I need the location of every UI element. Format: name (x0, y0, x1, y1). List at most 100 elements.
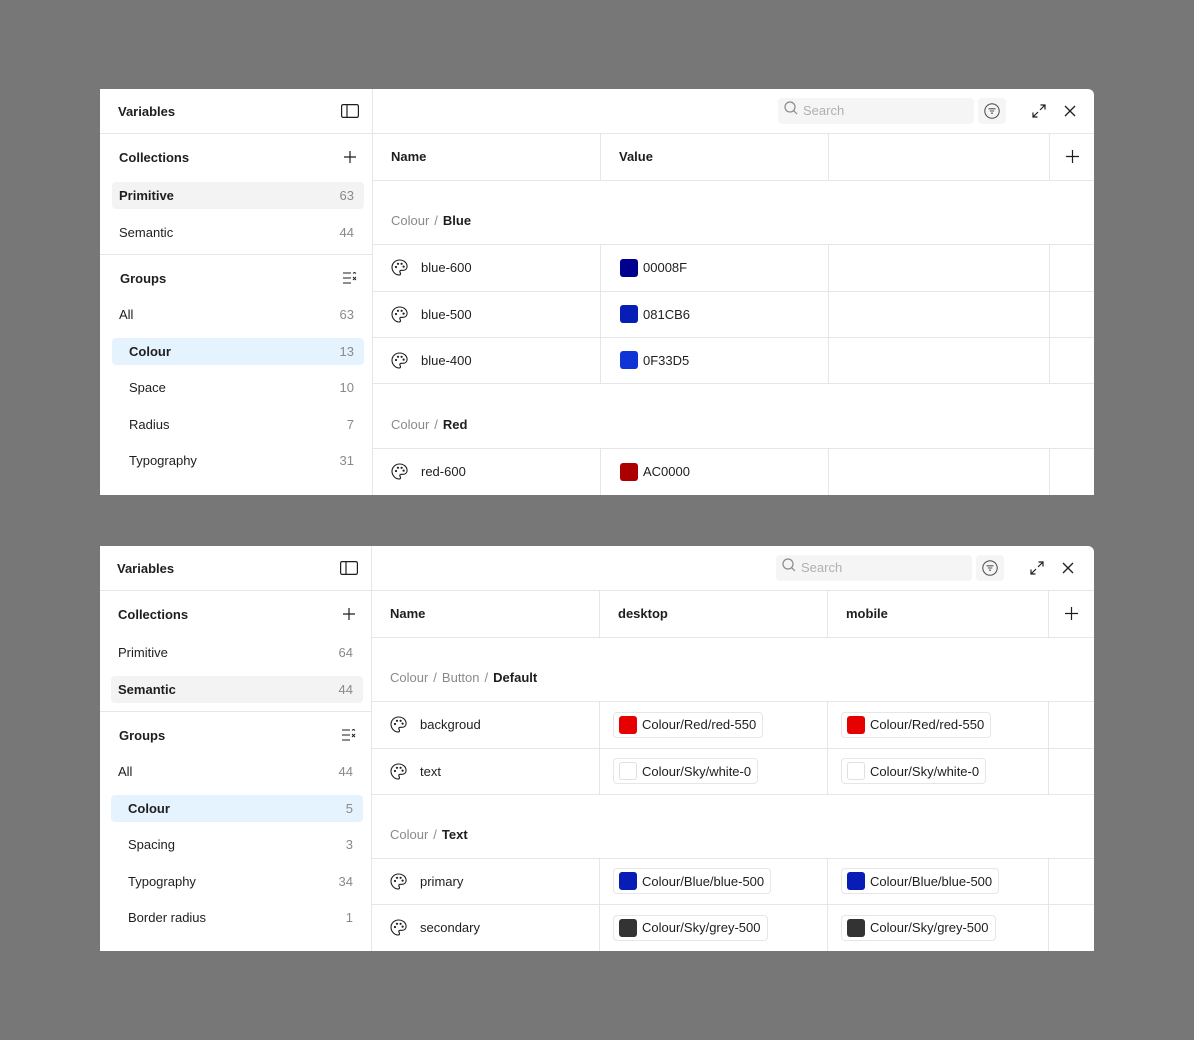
add-collection-icon[interactable] (340, 147, 360, 167)
variable-name: text (420, 763, 441, 779)
group-path: Colour (390, 670, 429, 686)
alias-chip[interactable]: Colour/Sky/grey-500 (841, 914, 996, 941)
variable-value[interactable]: 081CB6 (643, 306, 690, 322)
table-row[interactable]: secondary Colour/Sky/grey-500 Colour/Sky… (372, 904, 1094, 951)
group-item-colour[interactable]: Colour 5 (111, 794, 363, 822)
collection-item-semantic[interactable]: Semantic 44 (112, 219, 364, 246)
variable-value[interactable]: 00008F (643, 260, 688, 276)
group-label: Space (129, 380, 166, 395)
color-swatch[interactable] (620, 305, 638, 324)
group-leaf: Default (493, 670, 538, 686)
filter-icon[interactable] (976, 554, 1004, 581)
search-input[interactable] (803, 103, 963, 119)
group-heading: Colour / Button / Default (372, 638, 1094, 703)
add-collection-icon[interactable] (339, 604, 359, 624)
variable-name: blue-500 (421, 306, 472, 322)
variable-value[interactable]: 0F33D5 (643, 352, 690, 368)
group-item-all[interactable]: All 44 (111, 758, 363, 785)
variable-name: primary (420, 873, 464, 889)
table-row[interactable]: red-600 AC0000 (373, 448, 1094, 495)
search-input[interactable] (801, 560, 961, 576)
group-count: 44 (338, 764, 353, 779)
groups-options-icon[interactable] (339, 725, 359, 745)
group-item-colour[interactable]: Colour 13 (112, 337, 364, 365)
collection-item-semantic[interactable]: Semantic 44 (111, 675, 363, 703)
group-leaf: Text (441, 826, 468, 842)
group-item-radius[interactable]: Radius 7 (112, 411, 364, 438)
group-item-typography[interactable]: Typography 31 (112, 447, 364, 474)
palette-icon (390, 873, 407, 890)
collection-label: Primitive (118, 645, 168, 660)
color-swatch[interactable] (620, 462, 638, 481)
column-header-name[interactable]: Name (373, 133, 601, 180)
table-row[interactable]: backgroud Colour/Red/red-550 Colour/Red/… (372, 702, 1094, 749)
column-header-name[interactable]: Name (372, 590, 600, 637)
alias-value: Colour/Blue/blue-500 (642, 873, 765, 889)
group-path: Colour (391, 416, 430, 432)
column-header-mobile[interactable]: mobile (828, 590, 1049, 637)
color-swatch (619, 762, 637, 781)
color-swatch[interactable] (620, 258, 638, 277)
collection-count: 63 (339, 188, 354, 203)
table-row[interactable]: blue-600 00008F (373, 245, 1094, 292)
sidebar-toggle-icon[interactable] (339, 558, 359, 578)
groups-header: Groups (100, 712, 371, 758)
add-column-button[interactable] (1049, 591, 1094, 637)
collection-label: Semantic (119, 224, 174, 240)
sidebar-toggle-icon[interactable] (340, 101, 360, 121)
collection-count: 44 (339, 224, 354, 240)
close-icon[interactable] (1058, 558, 1078, 578)
color-swatch (619, 918, 637, 937)
palette-icon (391, 463, 408, 480)
collection-item-primitive[interactable]: Primitive 63 (112, 182, 364, 209)
alias-value: Colour/Blue/blue-500 (870, 873, 993, 889)
empty-cell (1049, 859, 1094, 904)
sidebar: Variables Collections Primitive 64 Seman… (100, 546, 372, 951)
divider (100, 711, 371, 712)
alias-value: Colour/Sky/white-0 (642, 763, 752, 779)
group-item-border-radius[interactable]: Border radius 1 (111, 904, 363, 931)
group-heading: Colour / Red (373, 384, 1094, 449)
color-swatch[interactable] (620, 351, 638, 370)
empty-cell (829, 245, 1050, 291)
alias-chip[interactable]: Colour/Blue/blue-500 (613, 868, 772, 895)
collection-item-primitive[interactable]: Primitive 64 (111, 639, 363, 666)
filter-icon[interactable] (978, 97, 1006, 124)
table-row[interactable]: blue-500 081CB6 (373, 291, 1094, 338)
groups-options-icon[interactable] (340, 268, 360, 288)
group-heading: Colour / Text (372, 795, 1094, 859)
search-box (776, 554, 972, 581)
group-count: 1 (345, 910, 353, 925)
empty-cell (829, 291, 1050, 337)
table-row[interactable]: blue-400 0F33D5 (373, 337, 1094, 384)
close-icon[interactable] (1060, 101, 1080, 121)
group-count: 63 (339, 307, 354, 322)
expand-icon[interactable] (1029, 101, 1049, 121)
group-path: Button (441, 670, 480, 686)
group-label: Typography (129, 453, 197, 468)
table-row[interactable]: primary Colour/Blue/blue-500 Colour/Blue… (372, 858, 1094, 905)
table-row[interactable]: text Colour/Sky/white-0 Colour/Sky/white… (372, 748, 1094, 795)
alias-chip[interactable]: Colour/Sky/white-0 (613, 758, 759, 785)
alias-chip[interactable]: Colour/Sky/white-0 (841, 758, 987, 785)
group-item-all[interactable]: All 63 (112, 301, 364, 328)
alias-chip[interactable]: Colour/Red/red-550 (841, 711, 992, 738)
sidebar-title: Variables (118, 103, 176, 119)
variable-name: blue-600 (421, 260, 472, 276)
variable-name: red-600 (421, 464, 466, 480)
expand-icon[interactable] (1027, 558, 1047, 578)
empty-cell (1049, 702, 1094, 747)
column-header-value[interactable]: Value (601, 133, 829, 180)
group-item-typography[interactable]: Typography 34 (111, 868, 363, 895)
add-column-button[interactable] (1050, 134, 1094, 180)
plus-icon (1065, 150, 1079, 164)
group-item-spacing[interactable]: Spacing 3 (111, 831, 363, 858)
color-swatch (847, 762, 865, 781)
alias-chip[interactable]: Colour/Red/red-550 (613, 711, 764, 738)
alias-chip[interactable]: Colour/Blue/blue-500 (841, 868, 1000, 895)
variable-value[interactable]: AC0000 (643, 464, 690, 480)
column-header-desktop[interactable]: desktop (600, 590, 828, 637)
alias-chip[interactable]: Colour/Sky/grey-500 (613, 914, 768, 941)
group-path: Colour (391, 213, 430, 229)
group-item-space[interactable]: Space 10 (112, 374, 364, 401)
